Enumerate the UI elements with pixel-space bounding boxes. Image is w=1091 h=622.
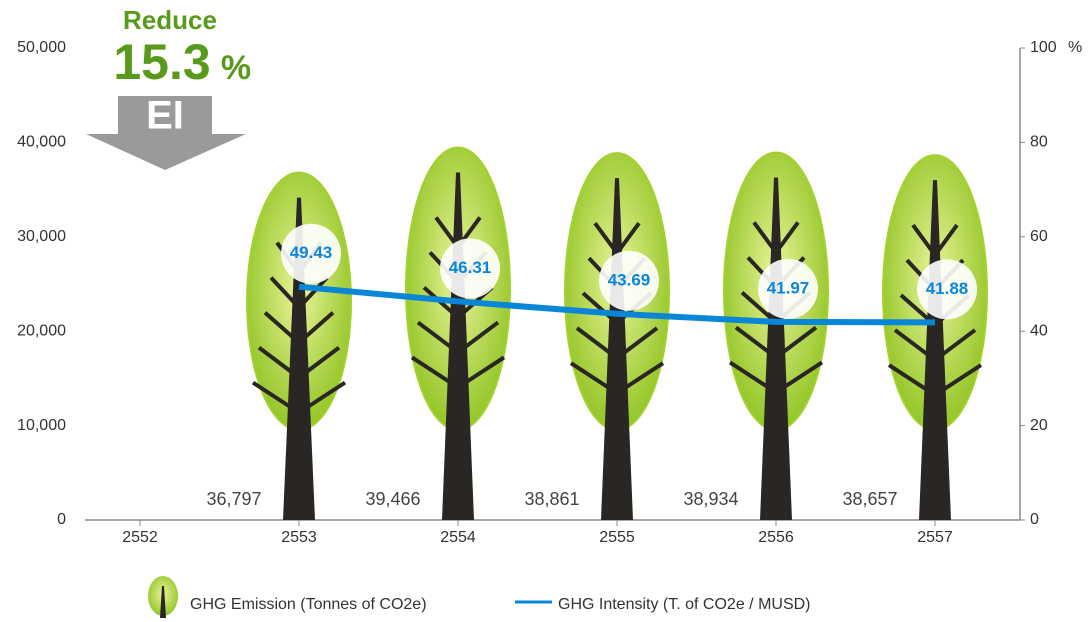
x-tick-label: 2552 [122, 529, 158, 546]
y-tick-label: 0 [57, 511, 66, 528]
tree [246, 171, 352, 520]
arrow [86, 96, 246, 170]
legend-label: GHG Intensity (T. of CO2e / MUSD) [558, 596, 811, 613]
y-tick-label: 20,000 [17, 322, 66, 339]
y-tick-label: 10,000 [17, 417, 66, 434]
x-tick-label: 2557 [917, 529, 953, 546]
annotation-unit: % [221, 49, 251, 87]
value-label: 46.31 [449, 258, 492, 277]
value-label: 38,861 [524, 489, 579, 509]
y2-tick-label: 20 [1030, 417, 1048, 434]
annotation-label: EI [146, 94, 184, 138]
legend-swatch-trunk [160, 586, 166, 618]
value-label: 49.43 [290, 243, 333, 262]
y2-tick-label: 80 [1030, 134, 1048, 151]
value-label: 38,657 [842, 489, 897, 509]
annotation-title: Reduce [123, 5, 217, 35]
value-label: 38,934 [683, 489, 738, 509]
x-tick-label: 2554 [440, 529, 476, 546]
tree [405, 146, 511, 520]
x-tick-label: 2555 [599, 529, 635, 546]
trunk [442, 172, 474, 520]
y2-tick-label: 60 [1030, 228, 1048, 245]
value-label: 43.69 [608, 270, 651, 289]
tree [882, 154, 988, 520]
value-label: 41.88 [926, 279, 969, 298]
line [298, 283, 936, 326]
label-bubble [758, 258, 818, 319]
trunk [760, 177, 792, 520]
legend-label: GHG Emission (Tonnes of CO2e) [190, 596, 427, 613]
y-tick-label: 30,000 [17, 228, 66, 245]
label-bubble [281, 223, 341, 284]
trunk [919, 180, 951, 520]
y2-tick-label: 40 [1030, 322, 1048, 339]
trunk [601, 178, 633, 520]
tree [564, 152, 670, 520]
x-tick-label: 2553 [281, 529, 317, 546]
y2-tick-label: 100 [1030, 39, 1057, 56]
label-bubble [440, 238, 500, 299]
y2-tick-label: 0 [1030, 511, 1039, 528]
annotation: Reduce 15.3 % EI [86, 5, 251, 170]
label-bubble [917, 259, 977, 320]
x-tick-label: 2556 [758, 529, 794, 546]
y2-unit: % [1068, 39, 1082, 56]
value-label: 41.97 [767, 278, 810, 297]
label-bubble [599, 250, 659, 311]
trunk [283, 197, 315, 520]
legend: GHG Emission (Tonnes of CO2e) GHG Intens… [148, 576, 811, 618]
y-tick-label: 50,000 [17, 39, 66, 56]
y-tick-label: 40,000 [17, 134, 66, 151]
tree [723, 151, 829, 520]
annotation-value: 15.3 [113, 34, 210, 90]
value-label: 39,466 [365, 489, 420, 509]
value-label: 36,797 [206, 489, 261, 509]
